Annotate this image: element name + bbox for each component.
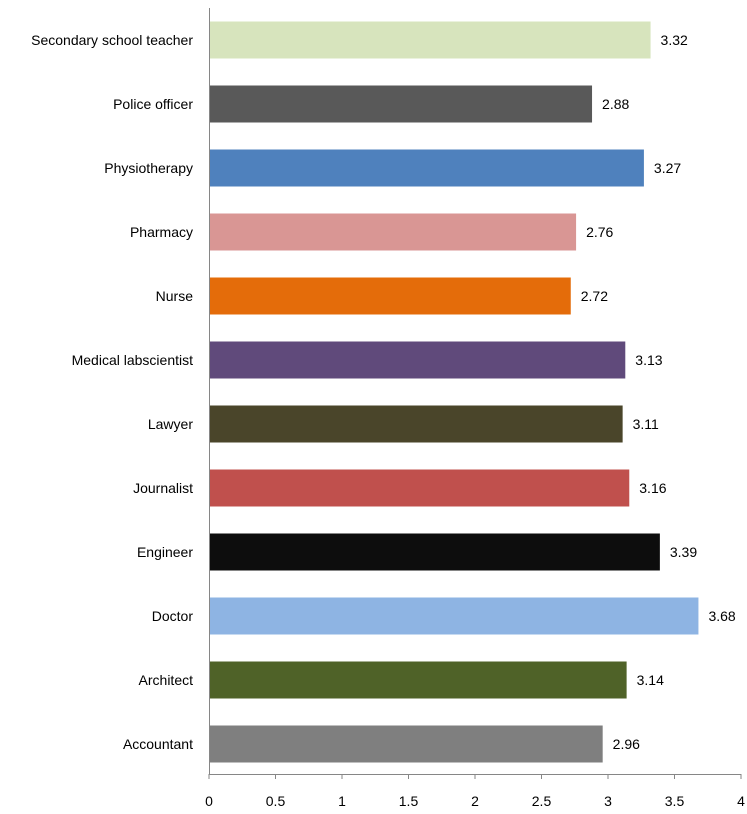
bar-police-officer	[209, 85, 593, 123]
value-label: 3.27	[654, 160, 681, 176]
bar-journalist	[209, 469, 630, 507]
value-label: 2.76	[586, 224, 613, 240]
x-tick-label: 2	[471, 793, 479, 809]
x-tick-label: 4	[737, 793, 745, 809]
category-label: Accountant	[123, 736, 193, 752]
bar-pharmacy	[209, 213, 577, 251]
value-label: 3.11	[633, 416, 659, 432]
bar-engineer	[209, 533, 660, 571]
category-label: Architect	[139, 672, 194, 688]
value-label: 2.88	[602, 96, 629, 112]
value-label: 3.32	[661, 32, 688, 48]
category-label: Lawyer	[148, 416, 193, 432]
x-tick-label: 0.5	[266, 793, 286, 809]
x-tick-label: 2.5	[532, 793, 552, 809]
x-ticks-group: 0 0.5 1 1.5 2 2.5 3 3.5 4	[205, 774, 745, 809]
value-label: 2.72	[581, 288, 608, 304]
value-label: 2.96	[613, 736, 640, 752]
value-labels-group: 3.32 2.88 3.27 2.76 2.72 3.13 3.11 3.16 3.39 3.68…	[581, 32, 736, 752]
category-labels-group: Secondary school teacher Police officer Ph…	[31, 32, 193, 752]
category-label: Secondary school teacher	[31, 32, 193, 48]
category-label: Physiotherapy	[104, 160, 193, 176]
value-label: 3.68	[708, 608, 735, 624]
category-label: Doctor	[152, 608, 194, 624]
x-tick-label: 3.5	[665, 793, 685, 809]
bars-group	[209, 21, 699, 763]
value-label: 3.39	[670, 544, 697, 560]
category-label: Nurse	[156, 288, 194, 304]
bar-nurse	[209, 277, 571, 315]
value-label: 3.13	[635, 352, 662, 368]
bar-lawyer	[209, 405, 623, 443]
bar-doctor	[209, 597, 699, 635]
value-label: 3.16	[639, 480, 666, 496]
value-label: 3.14	[637, 672, 664, 688]
bar-architect	[209, 661, 627, 699]
category-label: Police officer	[113, 96, 193, 112]
x-tick-label: 0	[205, 793, 213, 809]
category-label: Medical labscientist	[72, 352, 193, 368]
category-label: Engineer	[137, 544, 193, 560]
x-tick-label: 3	[604, 793, 612, 809]
bar-medical-labscientist	[209, 341, 626, 379]
bar-accountant	[209, 725, 603, 763]
category-label: Journalist	[133, 480, 193, 496]
bar-physiotherapy	[209, 149, 644, 187]
x-tick-label: 1	[338, 793, 346, 809]
x-tick-label: 1.5	[399, 793, 419, 809]
category-label: Pharmacy	[130, 224, 193, 240]
bar-secondary-school-teacher	[209, 21, 651, 59]
